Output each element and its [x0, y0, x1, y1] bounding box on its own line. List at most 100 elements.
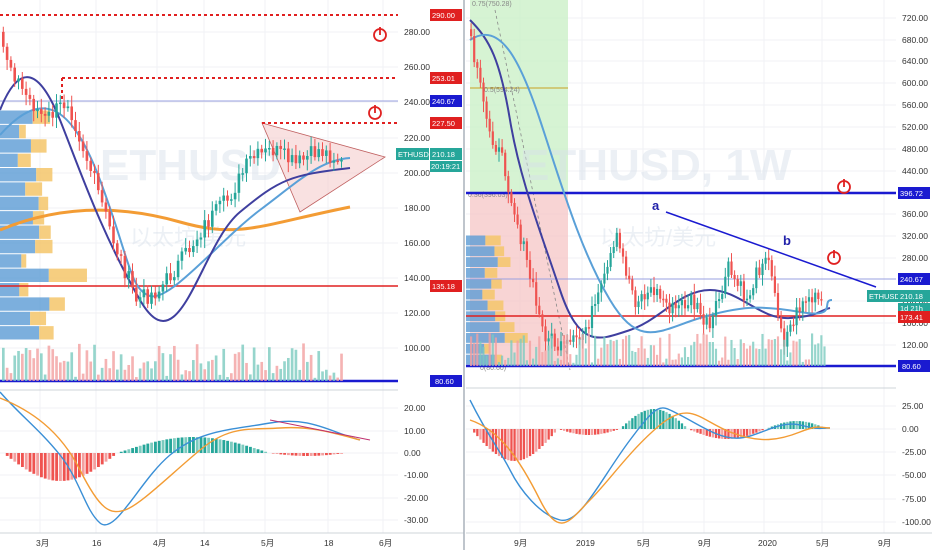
volume-bar [665, 359, 667, 366]
volume-bar [314, 378, 317, 381]
volume-bar [734, 348, 736, 366]
volume-bar [687, 357, 689, 366]
candle-body [597, 292, 599, 304]
candle-body [200, 237, 203, 239]
candle-body [2, 32, 5, 47]
candle-body [610, 253, 612, 267]
macd-histogram-bar [560, 429, 562, 430]
svg-text:210.18: 210.18 [432, 150, 455, 159]
macd-histogram-bar [535, 429, 537, 452]
macd-histogram-bar [672, 416, 674, 429]
right-chart[interactable]: 0.75(750.28) 0.5(594.24) 0.36(396.03) 0(… [466, 0, 932, 548]
macd-tick-label: 0.00 [404, 448, 421, 458]
macd-histogram-bar [162, 440, 165, 453]
volume-bar [291, 348, 294, 381]
volume-bar [529, 341, 531, 366]
macd-histogram-bar [752, 429, 754, 434]
volume-bar [715, 349, 717, 366]
macd-histogram-bar [538, 429, 540, 449]
macd-histogram-bar [82, 453, 85, 476]
volume-profile-bar [25, 182, 42, 195]
macd-histogram-bar [249, 447, 252, 453]
volume-bar [513, 352, 515, 366]
volume-bar [476, 334, 478, 366]
volume-bar [470, 336, 472, 366]
candle-body [681, 300, 683, 305]
volume-bar [245, 363, 248, 381]
macd-histogram-bar [276, 453, 279, 454]
volume-bar [575, 355, 577, 366]
candle-body [249, 156, 252, 159]
macd-histogram-bar [336, 453, 339, 454]
right-tag-240: 240.67 [898, 273, 930, 285]
volume-bar [89, 362, 92, 381]
macd-histogram-bar [143, 445, 146, 453]
candle-body [786, 332, 788, 347]
macd-histogram-bar [634, 416, 636, 429]
volume-bar [124, 370, 127, 381]
volume-bar [498, 362, 500, 366]
candle-body [662, 299, 664, 301]
candle-body [520, 225, 522, 245]
macd-histogram-bar [749, 429, 751, 435]
candle-body [529, 260, 531, 279]
macd-histogram-bar [188, 437, 191, 453]
price-tick-label: 220.00 [404, 133, 430, 143]
volume-bar [158, 346, 161, 381]
macd-histogram-bar [257, 449, 260, 453]
macd-histogram-bar [495, 429, 497, 454]
volume-bar [482, 347, 484, 366]
volume-profile-bar [19, 283, 28, 296]
volume-bar [340, 354, 343, 381]
left-tag-135: 135.18 [430, 280, 462, 292]
candle-body [101, 190, 104, 202]
macd-histogram-bar [610, 429, 612, 432]
volume-bar [622, 339, 624, 366]
macd-histogram-bar [112, 453, 115, 456]
candle-body [40, 109, 43, 114]
candle-body [150, 293, 153, 304]
candle-body [792, 325, 794, 327]
volume-bar [302, 343, 305, 381]
candle-body [257, 149, 260, 158]
candle-body [10, 60, 13, 68]
volume-bar [647, 358, 649, 366]
macd-histogram-bar [215, 439, 218, 453]
candle-body [554, 334, 556, 347]
volume-bar [150, 368, 153, 381]
candle-body [774, 276, 776, 293]
candle-body [105, 202, 108, 211]
macd-histogram-bar [287, 453, 290, 455]
volume-profile-bar [466, 257, 498, 267]
candle-body [302, 155, 305, 159]
macd-histogram-bar [36, 453, 39, 476]
volume-bar [650, 345, 652, 366]
volume-profile-bar [0, 312, 30, 325]
candle-body [560, 341, 562, 350]
candle-body [333, 161, 336, 163]
volume-bar [260, 362, 263, 381]
volume-bar [108, 368, 111, 381]
macd-tick-label: 20.00 [404, 403, 426, 413]
macd-histogram-bar [588, 429, 590, 435]
volume-profile-bar [35, 240, 52, 253]
candle-body [588, 327, 590, 329]
price-tick-label: 100.00 [404, 343, 430, 353]
candle-body [585, 327, 587, 334]
volume-bar [761, 334, 763, 366]
candle-body [802, 301, 804, 312]
candle-body [600, 284, 602, 293]
volume-bar [517, 341, 519, 366]
macd-histogram-bar [696, 429, 698, 433]
macd-histogram-bar [177, 438, 180, 453]
candle-body [777, 293, 779, 317]
candle-body [758, 268, 760, 276]
time-tick-label: 4月 [153, 538, 166, 548]
volume-bar [743, 343, 745, 366]
left-price-pane[interactable] [0, 0, 398, 390]
volume-bar [230, 373, 233, 381]
candle-body [672, 303, 674, 313]
